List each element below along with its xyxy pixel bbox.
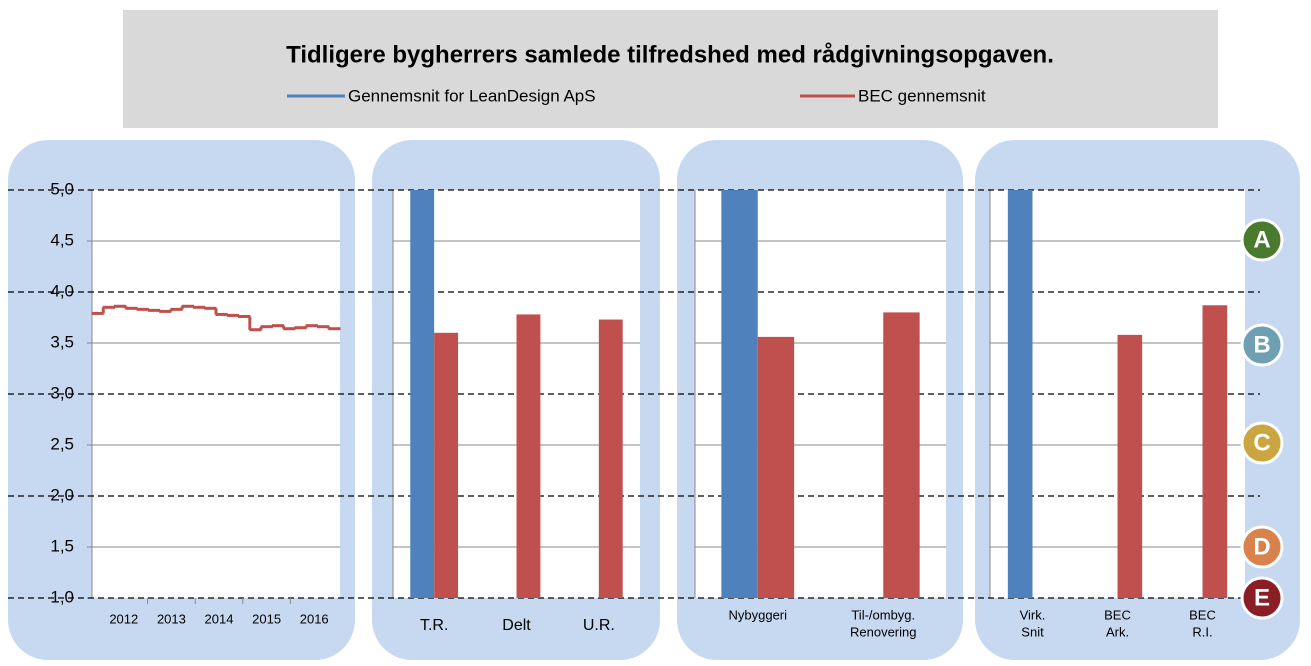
x-tick-label: Delt [502, 617, 531, 634]
grade-badge [1240, 421, 1284, 465]
x-tick-label: Ark. [1106, 624, 1129, 639]
y-tick-label: 1,5 [50, 536, 74, 555]
y-tick-label: 4,5 [50, 230, 74, 249]
y-tick-label: 2,0 [50, 485, 74, 504]
bar [1007, 190, 1033, 598]
y-tick-label: 3,0 [50, 383, 74, 402]
x-tick-label: Nybyggeri [728, 607, 787, 622]
x-tick-label: 2013 [157, 611, 186, 626]
grade-badge [1240, 525, 1284, 569]
x-tick-label: U.R. [583, 617, 615, 634]
x-tick-label: 2016 [300, 611, 329, 626]
x-tick-label: Snit [1021, 624, 1044, 639]
legend-label: BEC gennemsnit [858, 86, 986, 105]
legend-label: Gennemsnit for LeanDesign ApS [348, 86, 596, 105]
y-tick-label: 5,0 [50, 179, 74, 198]
bar [434, 332, 459, 598]
y-tick-label: 1,0 [50, 587, 74, 606]
x-tick-label: BEC [1104, 607, 1131, 622]
grade-letter: B [1253, 331, 1270, 358]
grade-letter: D [1253, 533, 1270, 560]
grade-letter: C [1253, 429, 1270, 456]
x-tick-label: BEC [1189, 607, 1216, 622]
bar [598, 319, 623, 598]
x-tick-label: 2014 [205, 611, 234, 626]
grade-badge [1240, 576, 1284, 620]
x-tick-label: Virk. [1020, 607, 1046, 622]
bar [721, 190, 758, 598]
x-tick-label: 2012 [109, 611, 138, 626]
bar [410, 190, 435, 598]
grade-letter: E [1254, 584, 1270, 611]
x-tick-label: 2015 [252, 611, 281, 626]
grade-badge [1240, 323, 1284, 367]
bar [757, 336, 795, 598]
y-tick-label: 2,5 [50, 434, 74, 453]
y-tick-label: 4,0 [50, 281, 74, 300]
y-tick-label: 3,5 [50, 332, 74, 351]
x-tick-label: T.R. [420, 617, 448, 634]
grade-badge [1240, 218, 1284, 262]
bar [1117, 334, 1143, 598]
x-tick-label: R.I. [1192, 624, 1212, 639]
bar [883, 312, 920, 598]
x-tick-label: Renovering [850, 624, 917, 639]
grade-letter: A [1253, 226, 1270, 253]
x-tick-label: Til-/ombyg. [851, 607, 915, 622]
header-box [123, 10, 1218, 128]
bar [1202, 305, 1228, 598]
chart-title: Tidligere bygherrers samlede tilfredshed… [286, 41, 1054, 68]
bar [516, 314, 541, 598]
